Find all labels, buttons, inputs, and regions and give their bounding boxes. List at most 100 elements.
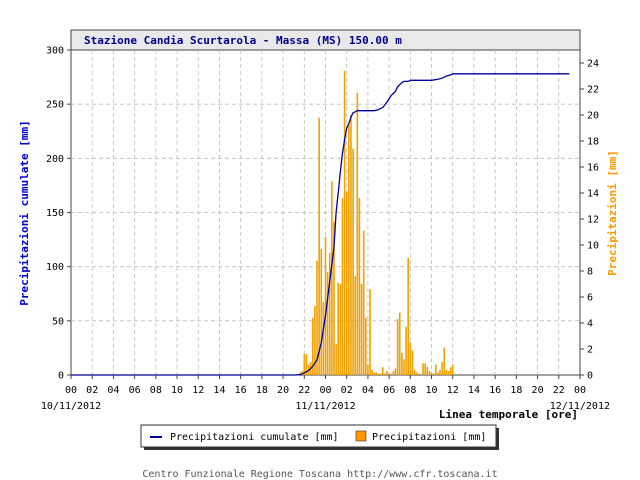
rain-bar: [426, 367, 429, 375]
right-tick-label: 24: [587, 59, 599, 70]
right-tick-label: 16: [587, 163, 599, 174]
rain-bar: [432, 373, 435, 375]
rain-bar: [422, 363, 424, 375]
cumulative-line: [71, 73, 570, 376]
legend-item-precipitation: Precipitazioni [mm]: [372, 432, 486, 443]
right-tick-label: 8: [587, 267, 593, 278]
x-tick-label: 12: [192, 385, 204, 396]
x-tick-label: 22: [553, 385, 565, 396]
left-axis-label: Precipitazioni cumulate [mm]: [18, 120, 31, 305]
x-tick-label: 16: [235, 385, 247, 396]
rain-bar: [337, 282, 340, 375]
x-tick-label: 14: [213, 385, 225, 396]
rain-bar: [434, 364, 437, 375]
x-axis-ticks: 00 02 04 06 08 10 12 14 16 18 20 22 00 02 04 06 08 10 12 14…: [41, 375, 610, 412]
rain-bar: [409, 342, 412, 375]
rain-bar: [339, 284, 342, 375]
footer-credit: Centro Funzionale Regione Toscana http:/…: [142, 469, 497, 480]
chart-title: Stazione Candia Scurtarola - Massa (MS) …: [84, 34, 402, 47]
rain-bar: [305, 354, 308, 375]
rain-bar: [439, 369, 441, 375]
x-tick-label: 08: [404, 385, 416, 396]
rain-bar: [388, 373, 390, 375]
left-tick-label: 200: [46, 154, 64, 165]
rain-bar: [430, 372, 433, 375]
x-tick-label: 02: [86, 385, 98, 396]
rain-bar: [401, 352, 403, 375]
rain-bar: [326, 272, 329, 375]
rain-bar: [333, 221, 335, 375]
x-date-label: 11/11/2012: [295, 401, 355, 412]
rain-bar: [367, 364, 369, 375]
x-tick-label: 00: [65, 385, 77, 396]
legend-bar-swatch: [355, 430, 367, 442]
rain-bar: [413, 369, 416, 375]
rain-bar: [350, 115, 352, 375]
x-tick-label: 02: [341, 385, 353, 396]
x-tick-label: 00: [319, 385, 331, 396]
left-tick-label: 0: [58, 371, 64, 382]
left-tick-label: 300: [46, 46, 64, 57]
rain-bar: [303, 354, 306, 375]
x-tick-label: 06: [129, 385, 141, 396]
rain-bar: [441, 362, 443, 375]
x-tick-label: 18: [256, 385, 268, 396]
rain-bar: [379, 373, 382, 375]
left-tick-label: 250: [46, 100, 64, 111]
left-axis-ticks: 0 50 100 150 200 250 300: [46, 46, 71, 382]
rain-bar: [328, 252, 331, 375]
rain-bar: [381, 367, 384, 375]
rain-bar: [447, 371, 450, 375]
left-tick-label: 150: [46, 208, 64, 219]
left-tick-label: 100: [46, 262, 64, 273]
rain-bar: [352, 148, 354, 375]
x-date-label: 12/11/2012: [550, 401, 610, 412]
rain-bar: [335, 343, 337, 375]
x-tick-label: 16: [489, 385, 501, 396]
rain-bar: [407, 258, 410, 375]
rain-bar: [428, 371, 431, 375]
rain-bar: [316, 260, 318, 375]
right-tick-label: 2: [587, 345, 593, 356]
rain-bar: [375, 372, 378, 375]
legend: Precipitazioni cumulate [mm] Precipitazi…: [140, 424, 499, 450]
rain-bar: [364, 317, 367, 375]
rain-bar: [386, 371, 388, 375]
rain-bar: [394, 368, 397, 375]
x-axis-label: Linea temporale [ore]: [439, 408, 578, 421]
rain-bar: [403, 359, 405, 375]
x-tick-label: 04: [362, 385, 374, 396]
right-tick-label: 10: [587, 241, 599, 252]
rain-bar: [411, 350, 414, 375]
rain-bar: [356, 92, 359, 376]
rain-bar: [324, 237, 327, 375]
rain-bar: [331, 181, 333, 375]
right-tick-label: 20: [587, 111, 599, 122]
rain-bar: [358, 198, 361, 375]
rain-bar: [369, 289, 371, 375]
x-tick-label: 10: [426, 385, 438, 396]
rain-bar: [405, 326, 407, 375]
right-tick-label: 4: [587, 319, 593, 330]
x-tick-label: 18: [510, 385, 522, 396]
rain-bar: [348, 125, 350, 376]
rain-bar: [345, 191, 348, 375]
rain-bar: [318, 117, 320, 375]
right-tick-label: 14: [587, 189, 599, 200]
right-tick-label: 12: [587, 215, 599, 226]
grid-lines: [71, 50, 580, 375]
right-axis-label: Precipitazioni [mm]: [606, 150, 619, 276]
rain-bar: [396, 319, 399, 375]
x-tick-label: 10: [171, 385, 183, 396]
rain-bar: [445, 369, 448, 375]
rain-bar: [384, 373, 386, 375]
right-tick-label: 0: [587, 371, 593, 382]
rain-bar: [360, 284, 363, 375]
right-tick-label: 6: [587, 293, 593, 304]
rain-bar: [443, 347, 446, 375]
rain-bar: [377, 373, 380, 375]
rain-bar: [311, 317, 314, 375]
rain-bar: [341, 198, 344, 375]
rain-bar: [449, 367, 452, 375]
